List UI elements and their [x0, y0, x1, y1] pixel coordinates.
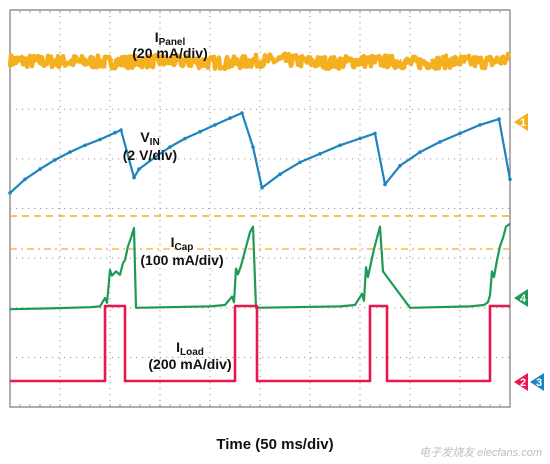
reference-lines: [10, 215, 510, 250]
vin-point: [318, 152, 322, 156]
trace-scale-icap: (100 mA/div): [140, 252, 223, 268]
vin-point: [98, 137, 102, 142]
marker-label: 3: [536, 377, 542, 389]
series-line-icap: [9, 222, 511, 311]
marker-arrow: [514, 289, 528, 307]
x-axis-label: Time (50 ms/div): [216, 436, 334, 453]
trace-scale-ipanel: (20 mA/div): [132, 45, 207, 61]
vin-point: [298, 160, 302, 165]
trace-name-ipanel: IPanel: [155, 29, 186, 48]
vin-point: [373, 131, 377, 136]
vin-point: [38, 167, 42, 171]
oscilloscope-plot: IPanel(20 mA/div) VIN(2 V/div) ICap(100 mA…: [7, 9, 544, 408]
vin-point: [278, 172, 282, 176]
watermark: 电子发烧友 elecfans.com: [419, 447, 542, 459]
vin-point: [68, 150, 72, 154]
vin-point: [83, 143, 87, 148]
trace-name-vin: VIN: [140, 129, 159, 148]
vin-point: [153, 155, 157, 159]
vin-point: [213, 123, 217, 127]
trace-name-icap: ICap: [171, 234, 194, 253]
channel-marker-4: 4: [514, 289, 528, 307]
channel-markers: 1 4 2 3: [514, 113, 544, 391]
vin-point: [358, 136, 362, 141]
channel-marker-1: 1: [514, 113, 528, 131]
marker-label: 2: [520, 377, 526, 389]
vin-point: [240, 111, 244, 115]
vin-point: [137, 167, 141, 171]
vin-point: [497, 117, 501, 121]
vin-point: [132, 175, 136, 180]
vin-point: [119, 128, 123, 132]
series-line-iload: [10, 304, 510, 383]
vin-point: [113, 130, 117, 135]
vin-point: [23, 177, 27, 182]
marker-label: 1: [520, 117, 526, 129]
marker-label: 4: [520, 293, 527, 305]
vin-point: [508, 177, 512, 182]
vin-point: [438, 140, 442, 144]
trace-labels: IPanel(20 mA/div) VIN(2 V/div) ICap(100 mA…: [123, 29, 232, 372]
channel-marker-3: 3: [530, 373, 544, 391]
marker-arrow: [514, 373, 528, 391]
trace-scale-iload: (200 mA/div): [148, 356, 231, 372]
vin-point: [168, 145, 172, 149]
marker-arrow: [530, 373, 544, 391]
vin-point: [458, 131, 462, 136]
vin-point: [228, 116, 232, 120]
trace-name-iload: ILoad: [176, 339, 204, 358]
vin-point: [8, 191, 12, 195]
vin-point: [260, 186, 264, 190]
vin-point: [251, 145, 255, 149]
vin-point: [338, 143, 342, 148]
series-line-ipanel: [7, 51, 512, 72]
grid: [9, 10, 511, 407]
trace-scale-vin: (2 V/div): [123, 147, 177, 163]
vin-point: [53, 158, 57, 162]
traces: [7, 51, 512, 383]
vin-point: [183, 136, 187, 141]
vin-point: [418, 150, 422, 154]
series-line-vin: [9, 111, 512, 194]
vin-point: [398, 163, 402, 168]
vin-point: [198, 129, 202, 134]
vin-point: [478, 123, 482, 127]
channel-marker-2: 2: [514, 373, 528, 391]
marker-arrow: [514, 113, 528, 131]
vin-point: [383, 182, 387, 187]
